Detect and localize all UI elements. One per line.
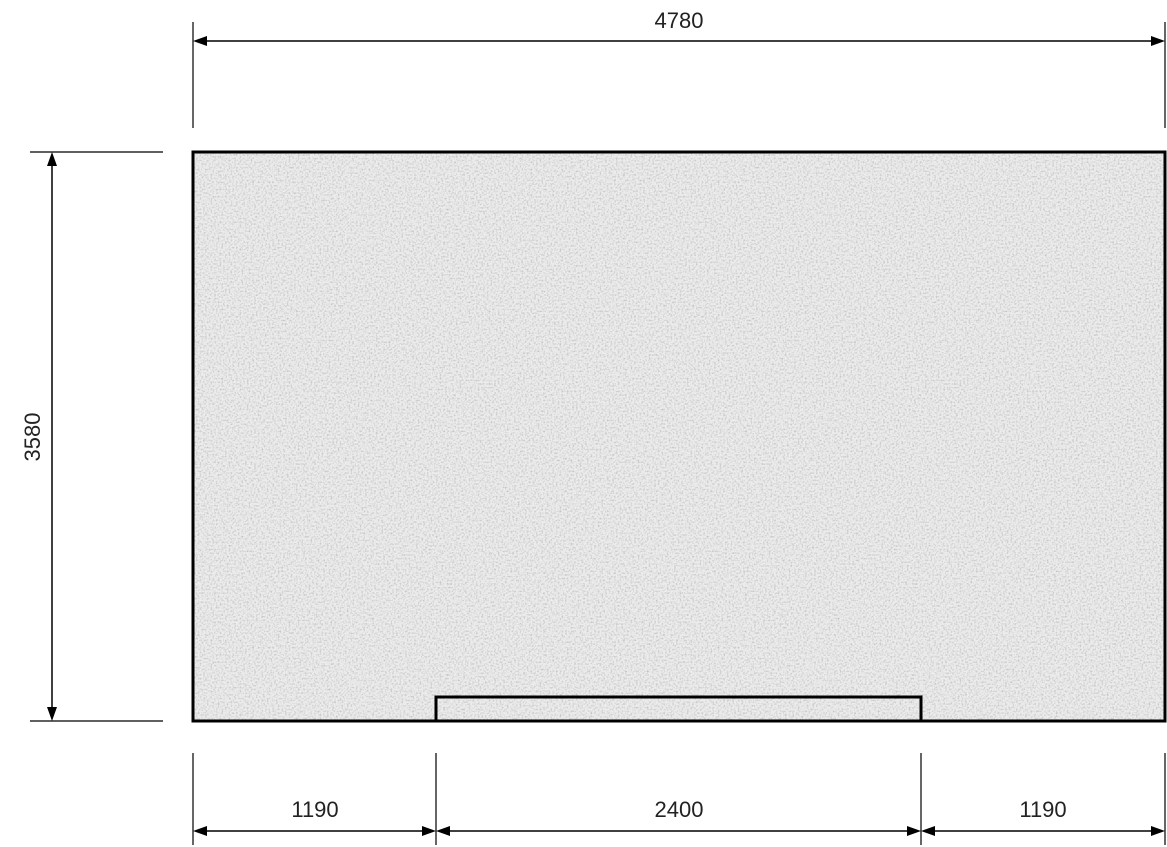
arrowhead-seg2-right — [907, 826, 921, 836]
panel-notch-outline — [434, 695, 923, 721]
arrowhead-seg1-left — [193, 826, 207, 836]
arrowhead-seg2-left — [436, 826, 450, 836]
label-overall-height: 3580 — [20, 413, 45, 462]
arrowhead-seg3-right — [1151, 826, 1165, 836]
arrowhead-left-bottom — [47, 707, 57, 721]
dimension-segments: 1190 2400 1190 — [192, 753, 1166, 845]
label-overall-width: 4780 — [655, 8, 704, 33]
label-segment-left: 1190 — [291, 797, 338, 822]
dimension-overall-height: 3580 — [20, 151, 163, 722]
arrowhead-top-left — [193, 36, 207, 46]
panel-outline — [191, 150, 1167, 723]
arrowhead-left-top — [47, 152, 57, 166]
arrowhead-seg1-right — [422, 826, 436, 836]
arrowhead-top-right — [1151, 36, 1165, 46]
dimension-overall-width: 4780 — [192, 8, 1166, 128]
label-segment-middle: 2400 — [655, 797, 704, 822]
arrowhead-seg3-left — [921, 826, 935, 836]
panel — [191, 150, 1167, 723]
panel-fill — [193, 152, 1165, 721]
label-segment-right: 1190 — [1019, 797, 1066, 822]
